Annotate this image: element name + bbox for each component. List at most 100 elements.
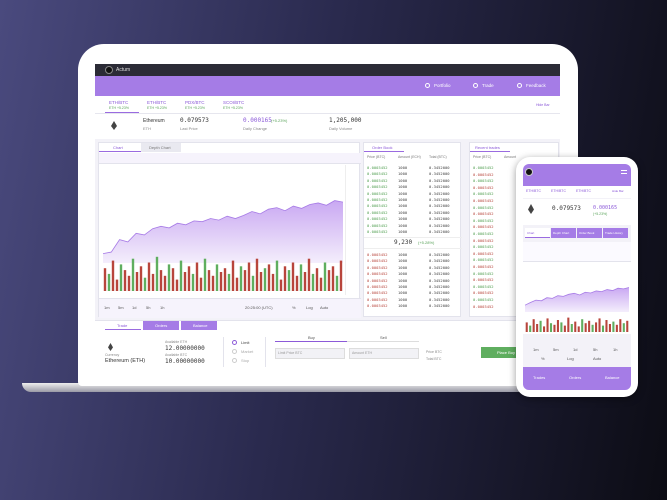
volume-bar	[584, 323, 587, 332]
currency-label: Currency	[105, 353, 120, 357]
volume-bar	[107, 273, 111, 291]
pair-name[interactable]: ETH/BTC	[576, 189, 591, 193]
pair-name[interactable]: ETH/BTC	[147, 100, 167, 105]
order-cell: 0.3452000	[429, 177, 450, 183]
volume-bar	[339, 260, 343, 291]
pair-change: ETH +5.23%	[185, 106, 205, 110]
trade-price: 0.0003452	[473, 171, 494, 177]
available-eth-label: Available ETH	[165, 340, 188, 344]
order-cell: 0.3452000	[429, 222, 450, 228]
order-type[interactable]: Limit	[241, 340, 250, 345]
order-cell: 1000	[398, 190, 408, 196]
volume-bar	[183, 272, 187, 291]
volume-bar	[546, 318, 549, 332]
chart-tab[interactable]: Depth Chart	[149, 145, 171, 150]
place-button	[481, 347, 531, 358]
timeframe[interactable]: 1h	[613, 347, 618, 352]
chart-tab[interactable]: Chart	[113, 145, 123, 150]
order-cell: 0.3452000	[429, 258, 450, 264]
order-cell: 0.0003452	[367, 184, 388, 190]
trade-price: 0.0003452	[473, 290, 494, 296]
order-type[interactable]: Market	[241, 349, 254, 354]
price-area	[103, 200, 343, 263]
daily-change: 0.000165	[243, 117, 272, 124]
trade-tab-label[interactable]: Balance	[193, 323, 208, 328]
phone-tab-label[interactable]: Depth Chart	[553, 231, 570, 235]
phone-tab-label[interactable]: Order Book	[579, 231, 595, 235]
trade-price: 0.0003452	[473, 178, 494, 184]
order-cell: 0.3452000	[429, 290, 450, 296]
chart-option[interactable]: Log	[567, 356, 574, 361]
side-label[interactable]: Sell	[380, 335, 387, 340]
order-cell: 0.3452000	[429, 252, 450, 257]
menu-icon	[621, 170, 627, 174]
volume-bar	[608, 324, 611, 332]
pair-name[interactable]: PDX/BTC	[185, 100, 205, 105]
volume-bar	[335, 275, 339, 291]
chart-option[interactable]: %	[292, 305, 296, 310]
phone-tab-label[interactable]: Chart	[527, 231, 535, 235]
pair-name[interactable]: ETH/BTC	[526, 189, 541, 193]
volume-bar	[207, 270, 211, 291]
timeframe[interactable]: 1h	[160, 305, 165, 310]
volume-bar	[103, 268, 107, 291]
timeframe[interactable]: 1m	[533, 347, 539, 352]
order-cell: 0.3452000	[429, 184, 450, 190]
volume-bar	[577, 326, 580, 332]
bottom-nav-item[interactable]: Trades	[533, 375, 546, 380]
order-cell: 0.0003452	[367, 229, 388, 234]
trade-tab-label[interactable]: Trade	[117, 323, 128, 328]
volume-bar	[303, 272, 307, 291]
order-cell: 0.3452000	[429, 165, 450, 170]
timeframe[interactable]: 1d	[132, 305, 137, 310]
timeframe[interactable]: 5m	[118, 305, 124, 310]
volume-bar	[595, 322, 598, 332]
order-cell: 1000	[398, 203, 408, 209]
volume-bar	[536, 324, 539, 332]
daily-volume-label: Daily Volume	[329, 126, 353, 131]
trade-tab-label[interactable]: Orders	[155, 323, 168, 328]
timeframe[interactable]: 5m	[553, 347, 559, 352]
order-cell: 0.0003452	[367, 216, 388, 222]
volume-bar	[187, 266, 191, 291]
pair-name[interactable]: ETH/BTC	[551, 189, 566, 193]
phone-tab-label[interactable]: Trade History	[605, 231, 623, 235]
volume-bar	[299, 264, 303, 291]
nav-item[interactable]: Portfolio	[434, 83, 451, 88]
trade-price: 0.0003452	[473, 184, 494, 190]
chart-option[interactable]: Log	[306, 305, 313, 310]
place-button-label[interactable]: Place Buy	[497, 350, 516, 355]
column-header: Price (BTC)	[367, 155, 386, 159]
timeframe[interactable]: 1d	[573, 347, 578, 352]
order-cell: 1000	[398, 296, 408, 302]
eth-icon	[528, 204, 534, 214]
pair-name[interactable]: SCOI/BTC	[223, 100, 245, 105]
timeframe[interactable]: 1m	[104, 305, 110, 310]
trade-price: 0.0003452	[473, 211, 494, 217]
side-label[interactable]: Buy	[308, 335, 315, 340]
pair-name[interactable]: ETH/BTC	[109, 100, 129, 105]
hide-bar[interactable]: Hide Bar	[612, 189, 624, 193]
daily-change-pct: (+5.23%)	[593, 212, 608, 216]
hide-bar[interactable]: Hide Bar	[536, 103, 550, 107]
timeframe[interactable]: 5h	[593, 347, 598, 352]
column-header: Price (BTC)	[473, 155, 492, 159]
chart-option[interactable]: Auto	[593, 356, 602, 361]
price-area	[525, 287, 629, 312]
nav-item[interactable]: Trade	[482, 83, 494, 88]
order-cell: 0.3452000	[429, 271, 450, 277]
order-type[interactable]: Stop	[241, 358, 250, 363]
chart-option[interactable]: %	[541, 356, 545, 361]
volume-bar	[291, 262, 295, 291]
timeframe[interactable]: 5h	[146, 305, 151, 310]
bottom-nav-item[interactable]: Orders	[569, 375, 582, 380]
volume-bar	[151, 273, 155, 291]
price-label: Price BTC	[426, 350, 442, 354]
trade-price: 0.0003452	[473, 250, 494, 256]
bottom-nav-item[interactable]: Balance	[605, 375, 620, 380]
nav-item[interactable]: Feedback	[526, 83, 546, 88]
order-cell: 1000	[398, 165, 408, 170]
volume-bar	[123, 270, 127, 291]
chart-option[interactable]: Auto	[320, 305, 329, 310]
